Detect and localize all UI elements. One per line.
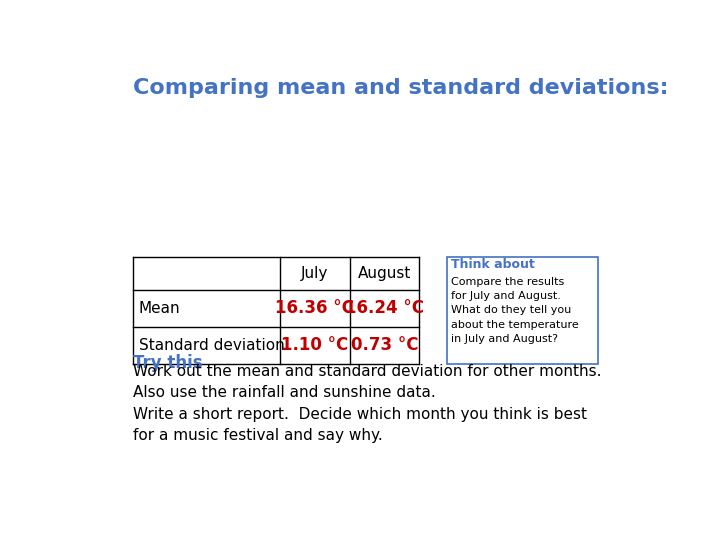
- Text: 1.10 °C: 1.10 °C: [281, 336, 348, 354]
- Text: Think about: Think about: [451, 259, 535, 272]
- Text: Work out the mean and standard deviation for other months.
Also use the rainfall: Work out the mean and standard deviation…: [132, 363, 601, 443]
- Text: 16.24 °C: 16.24 °C: [345, 299, 424, 317]
- FancyBboxPatch shape: [446, 257, 598, 363]
- Text: July: July: [301, 266, 328, 281]
- Text: August: August: [358, 266, 411, 281]
- Text: Comparing mean and standard deviations:: Comparing mean and standard deviations:: [132, 78, 668, 98]
- Text: Standard deviation: Standard deviation: [139, 338, 284, 353]
- Text: Mean: Mean: [139, 301, 181, 315]
- Text: Try this: Try this: [132, 354, 202, 372]
- Text: 0.73 °C: 0.73 °C: [351, 336, 418, 354]
- Text: Compare the results
for July and August.
What do they tell you
about the tempera: Compare the results for July and August.…: [451, 276, 579, 344]
- Text: 16.36 °C: 16.36 °C: [275, 299, 354, 317]
